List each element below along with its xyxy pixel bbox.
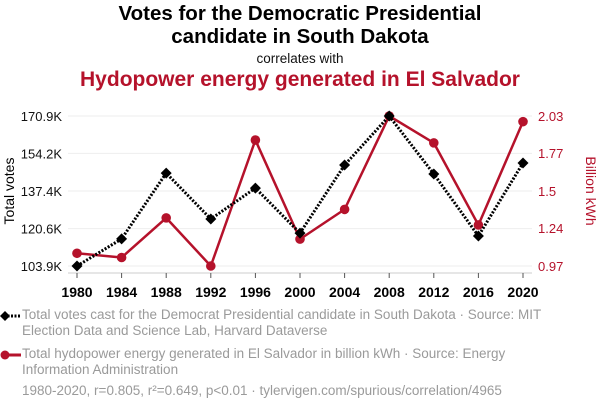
gridlines <box>68 115 532 267</box>
x-tick-label: 2012 <box>418 284 449 300</box>
series-hydropower-point <box>339 204 350 215</box>
legend-label-votes: Total votes cast for the Democrat Presid… <box>22 307 542 338</box>
chart-secondary-title: Hydopower energy generated in El Salvado… <box>80 68 520 91</box>
y-axis-label-left: Total votes <box>1 158 17 225</box>
series-votes-point <box>428 168 440 180</box>
y-right-tick-label: 1.24 <box>538 221 563 236</box>
y-left-tick-label: 154.2K <box>21 146 63 161</box>
chart-connector-text: correlates with <box>256 51 344 66</box>
series <box>71 110 529 272</box>
x-tick-label: 2020 <box>507 284 538 300</box>
y-left-tick-label: 137.4K <box>21 184 63 199</box>
series-votes-point <box>205 213 217 225</box>
footer-stats: 1980-2020, r=0.805, r²=0.649, p<0.01 · t… <box>22 383 502 398</box>
series-hydropower-point <box>206 261 216 271</box>
legend-label-hydropower: Total hydopower energy generated in El S… <box>22 346 506 377</box>
y-axis-label-right: Billion kWh <box>583 156 599 225</box>
x-tick-label: 1992 <box>195 284 226 300</box>
y-left-tick-labels: 103.9K 120.6K 137.4K 154.2K 170.9K <box>21 109 63 274</box>
x-tick-label: 1996 <box>240 284 271 300</box>
series-hydropower-point <box>429 138 439 148</box>
series-votes-point <box>383 110 395 122</box>
series-hydropower-point <box>161 213 171 223</box>
y-left-tick-label: 103.9K <box>21 259 63 274</box>
x-tick-label: 2004 <box>329 284 360 300</box>
legend-swatch-line-circle-icon <box>0 347 22 363</box>
series-hydropower-point <box>116 252 127 263</box>
x-tick-labels: 1980 1984 1988 1992 1996 2000 2004 2008 2012 2016… <box>61 273 539 300</box>
x-tick-label: 1980 <box>61 284 92 300</box>
series-hydropower-point <box>295 234 305 244</box>
series-hydropower-point <box>72 248 82 259</box>
series-hydropower-point <box>518 116 528 127</box>
x-tick-label: 2016 <box>463 284 494 300</box>
series-hydropower-point <box>250 135 261 145</box>
series-votes-point <box>249 182 261 194</box>
x-tick-label: 2000 <box>284 284 315 300</box>
chart-title-line-2: candidate in South Dakota <box>171 25 429 48</box>
legend-item-hydropower: Total hydopower energy generated in El S… <box>0 346 542 378</box>
series-votes-point <box>116 233 128 245</box>
series-votes-point <box>339 159 351 171</box>
series-votes-point <box>294 227 306 239</box>
series-votes-point <box>517 157 529 169</box>
y-left-tick-label: 170.9K <box>21 109 63 124</box>
series-hydropower-point <box>473 220 484 230</box>
y-right-tick-label: 1.77 <box>538 146 563 161</box>
y-right-tick-label: 1.5 <box>538 184 556 199</box>
chart-title-line-1: Votes for the Democratic Presidential <box>118 2 482 25</box>
series-votes-point <box>160 167 172 179</box>
chart-title: Votes for the Democratic Presidential ca… <box>0 2 600 48</box>
x-tick-label: 2008 <box>374 284 405 300</box>
y-right-tick-labels: 0.97 1.24 1.5 1.77 2.03 <box>538 109 563 274</box>
legend-item-votes: Total votes cast for the Democrat Presid… <box>0 307 542 339</box>
x-tick-label: 1984 <box>106 284 137 300</box>
y-right-tick-label: 2.03 <box>538 109 563 124</box>
series-votes-point <box>71 260 83 272</box>
y-left-tick-label: 120.6K <box>21 222 63 237</box>
x-tick-label: 1988 <box>151 284 182 300</box>
legend-swatch-dotted-diamond-icon <box>0 308 22 324</box>
y-right-tick-label: 0.97 <box>538 259 563 274</box>
chart-svg: 103.9K 120.6K 137.4K 154.2K 170.9K 0.97 1.24 1… <box>1 109 599 300</box>
series-votes-point <box>472 230 484 242</box>
